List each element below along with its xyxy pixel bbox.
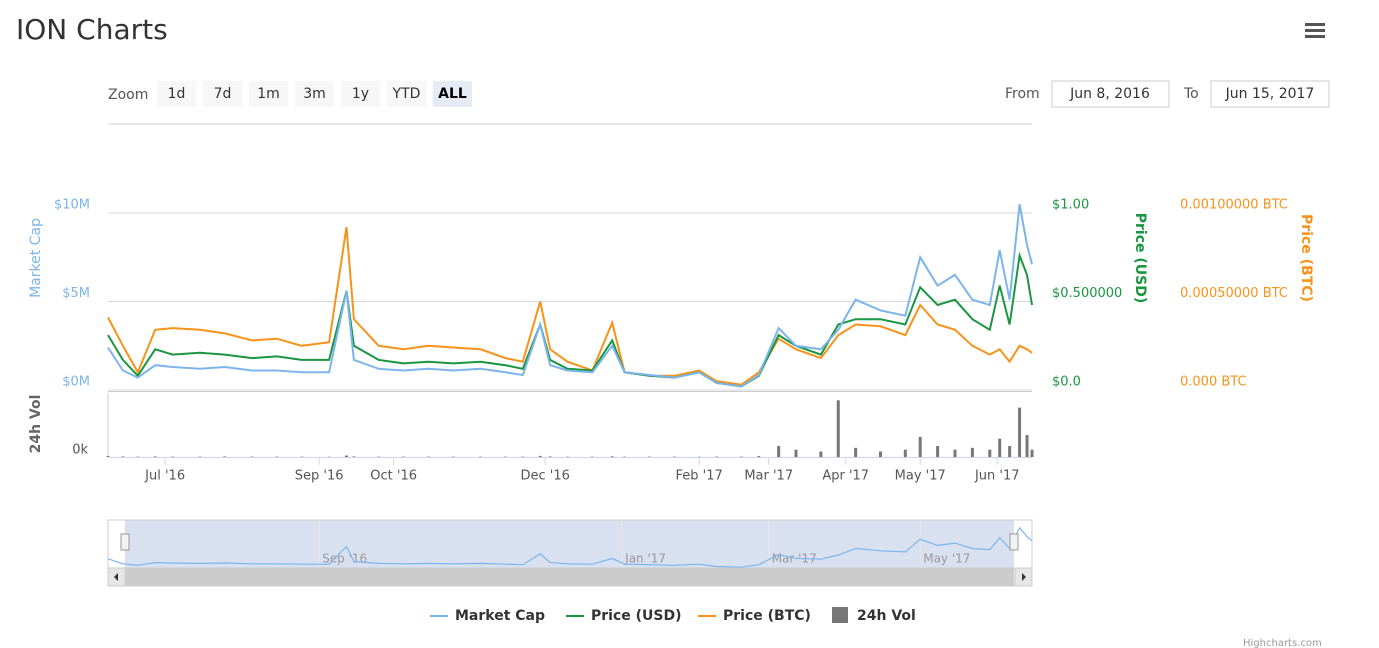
volume-bar	[854, 447, 858, 457]
from-label: From	[1005, 86, 1040, 102]
x-tick-label: May '17	[895, 469, 946, 484]
volume-bar	[936, 446, 940, 457]
y3-tick-label: 0.00100000 BTC	[1180, 198, 1288, 213]
menu-bar	[1305, 35, 1325, 38]
from-input[interactable]	[1051, 80, 1170, 108]
volume-bar	[998, 438, 1002, 457]
x-tick-label: Feb '17	[676, 469, 723, 484]
volume-bar	[352, 456, 356, 457]
volume-bar	[757, 456, 761, 457]
volume-bar	[153, 456, 157, 457]
volume-bar	[794, 449, 798, 457]
menu-bar	[1305, 29, 1325, 32]
zoom-button-label: 1d	[168, 86, 186, 102]
volume-bar	[344, 455, 348, 457]
zoom-button-label: 7d	[214, 86, 232, 102]
volume-bar	[1018, 407, 1022, 457]
volume-bar	[903, 449, 907, 457]
volume-bar	[953, 449, 957, 457]
legend-label[interactable]: 24h Vol	[857, 608, 916, 624]
navigator-tick-label: Jan '17	[624, 552, 666, 566]
vol-axis-title: 24h Vol	[28, 395, 44, 454]
zoom-button-label: 1m	[257, 86, 280, 102]
scrollbar-thumb[interactable]	[125, 568, 1014, 586]
y3-tick-label: 0.000 BTC	[1180, 375, 1247, 390]
volume-bar	[538, 455, 542, 457]
navigator-line	[107, 526, 1033, 568]
navigator-tick-label: May '17	[923, 552, 970, 566]
x-tick-label: Jun '17	[974, 469, 1020, 484]
volume-bar	[836, 400, 840, 457]
volume-bar	[106, 456, 110, 457]
to-label: To	[1183, 86, 1199, 102]
menu-bar	[1305, 23, 1325, 26]
series-line	[107, 227, 1033, 386]
legend-label[interactable]: Price (BTC)	[723, 608, 811, 624]
volume-bar	[819, 451, 823, 457]
zoom-button-label: 3m	[303, 86, 326, 102]
volume-bar	[223, 456, 227, 457]
menu-icon[interactable]	[1305, 23, 1325, 38]
zoom-button[interactable]	[203, 81, 242, 107]
zoom-button[interactable]	[249, 81, 288, 107]
navigator-handle[interactable]	[1009, 533, 1019, 551]
volume-bar	[1030, 449, 1034, 457]
vol-tick-label: 0k	[72, 443, 88, 458]
x-tick-label: Oct '16	[370, 469, 417, 484]
x-tick-label: Mar '17	[744, 469, 793, 484]
from-value: Jun 8, 2016	[1069, 86, 1150, 102]
page-title: ION Charts	[16, 13, 168, 46]
zoom-button[interactable]	[157, 81, 196, 107]
y3-axis-title: Price (BTC)	[1298, 214, 1314, 302]
navigator-handle[interactable]	[120, 533, 130, 551]
x-tick-label: Jul '16	[144, 469, 185, 484]
y-axis-title: Market Cap	[28, 218, 44, 298]
y2-tick-label: $0.0	[1052, 375, 1081, 390]
volume-bar	[777, 446, 781, 457]
navigator-mask	[125, 520, 1014, 568]
y3-tick-label: 0.00050000 BTC	[1180, 286, 1288, 301]
credits: Highcharts.com	[1243, 638, 1322, 648]
zoom-button-label: YTD	[392, 86, 421, 102]
volume-bar	[918, 436, 922, 457]
zoom-button-label: 1y	[352, 86, 369, 102]
zoom-button-label: ALL	[438, 86, 467, 102]
volume-bar	[610, 456, 614, 457]
legend-label[interactable]: Market Cap	[455, 608, 545, 624]
zoom-button[interactable]	[433, 81, 472, 107]
series-line	[107, 204, 1033, 388]
zoom-label: Zoom	[108, 87, 148, 103]
x-tick-label: Sep '16	[295, 469, 344, 484]
zoom-button[interactable]	[295, 81, 334, 107]
legend-label[interactable]: Price (USD)	[591, 608, 682, 624]
volume-bar	[548, 456, 552, 457]
y-tick-label: $0M	[62, 375, 90, 390]
volume-bar	[970, 447, 974, 457]
y2-tick-label: $0.500000	[1052, 286, 1122, 301]
y2-axis-title: Price (USD)	[1132, 213, 1148, 304]
to-value: Jun 15, 2017	[1225, 86, 1315, 102]
y-tick-label: $5M	[62, 286, 90, 301]
scroll-arrow	[1022, 573, 1026, 581]
zoom-button[interactable]	[387, 81, 426, 107]
volume-bar	[878, 451, 882, 457]
navigator-tick-label: Sep '16	[322, 552, 367, 566]
x-tick-label: Apr '17	[822, 469, 869, 484]
series-line	[107, 251, 1033, 388]
scroll-arrow	[114, 573, 118, 581]
x-tick-label: Dec '16	[520, 469, 569, 484]
legend-symbol	[832, 607, 848, 623]
to-input[interactable]	[1210, 80, 1330, 108]
zoom-button[interactable]	[341, 81, 380, 107]
volume-bar	[988, 449, 992, 457]
volume-bar	[1025, 435, 1029, 457]
y2-tick-label: $1.00	[1052, 198, 1089, 213]
y-tick-label: $10M	[54, 198, 90, 213]
volume-bar	[121, 456, 125, 457]
volume-bar	[1008, 446, 1012, 457]
